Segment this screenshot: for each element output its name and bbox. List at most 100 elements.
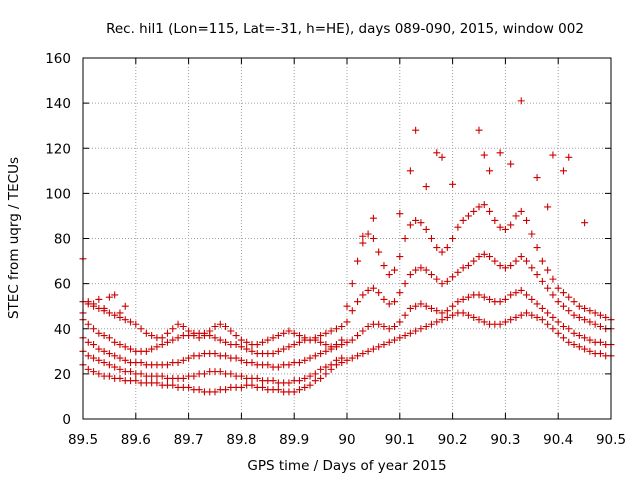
data-point	[538, 316, 546, 324]
data-point	[591, 309, 599, 317]
data-point	[227, 327, 235, 335]
data-point	[528, 311, 536, 319]
data-point	[95, 356, 103, 364]
data-point	[185, 354, 193, 362]
data-point	[174, 359, 182, 367]
data-point	[359, 291, 367, 299]
data-point	[581, 219, 589, 227]
data-point	[512, 257, 520, 265]
data-point	[549, 275, 557, 283]
data-point	[327, 361, 335, 369]
data-point	[391, 322, 399, 330]
data-point	[422, 266, 430, 274]
data-point	[327, 327, 335, 335]
data-point	[322, 370, 330, 378]
data-point	[264, 361, 272, 369]
data-point	[406, 304, 414, 312]
data-point	[427, 304, 435, 312]
data-point	[496, 149, 504, 157]
data-point	[295, 377, 303, 385]
data-point	[195, 386, 203, 394]
data-point	[222, 386, 230, 394]
data-point	[559, 322, 567, 330]
data-point	[470, 313, 478, 321]
data-point	[248, 381, 256, 389]
data-point	[570, 298, 578, 306]
data-point	[185, 327, 193, 335]
data-point	[301, 383, 309, 391]
data-point	[364, 347, 372, 355]
data-point	[523, 216, 531, 224]
data-point	[549, 325, 557, 333]
data-point	[586, 347, 594, 355]
x-tick-label: 89.7	[174, 432, 204, 448]
data-point	[264, 336, 272, 344]
data-point	[84, 338, 92, 346]
data-point	[412, 126, 420, 134]
data-point	[475, 316, 483, 324]
data-point	[554, 298, 562, 306]
data-point	[364, 230, 372, 238]
data-point	[575, 343, 583, 351]
data-point	[575, 313, 583, 321]
data-point	[586, 318, 594, 326]
data-point	[322, 363, 330, 371]
data-point	[544, 203, 552, 211]
data-point	[517, 97, 525, 105]
data-point	[343, 356, 351, 364]
data-point	[322, 347, 330, 355]
x-tick-label: 89.5	[68, 432, 98, 448]
data-point	[559, 289, 567, 297]
data-point	[422, 225, 430, 233]
data-point	[586, 307, 594, 315]
data-point	[385, 300, 393, 308]
data-point	[501, 318, 509, 326]
data-point	[412, 302, 420, 310]
data-point	[549, 151, 557, 159]
data-point	[391, 336, 399, 344]
data-point	[507, 262, 515, 270]
data-point	[412, 266, 420, 274]
data-point	[459, 309, 467, 317]
data-point	[127, 368, 135, 376]
data-point	[422, 302, 430, 310]
data-point	[158, 334, 166, 342]
data-point	[295, 386, 303, 394]
data-point	[311, 370, 319, 378]
data-point	[464, 293, 472, 301]
data-point	[406, 329, 414, 337]
data-point	[406, 271, 414, 279]
data-point	[111, 291, 119, 299]
data-point	[359, 232, 367, 240]
y-tick-labels: 0 20 40 60 80 100 120 140 160	[45, 51, 71, 428]
data-point	[121, 316, 129, 324]
data-point	[158, 372, 166, 380]
y-tick-label: 60	[54, 277, 71, 293]
data-point	[237, 372, 245, 380]
data-point	[216, 320, 224, 328]
series-day90-high	[343, 201, 615, 324]
data-point	[443, 313, 451, 321]
data-point	[237, 356, 245, 364]
data-point	[116, 341, 124, 349]
data-point	[90, 341, 98, 349]
x-tick-label: 90	[338, 432, 355, 448]
data-point	[121, 343, 129, 351]
data-point	[443, 307, 451, 315]
data-point	[100, 304, 108, 312]
data-point	[470, 257, 478, 265]
data-point	[496, 298, 504, 306]
data-point	[533, 313, 541, 321]
data-point	[280, 329, 288, 337]
data-point	[486, 253, 494, 261]
y-tick-label: 40	[54, 322, 71, 338]
data-point	[343, 338, 351, 346]
data-point	[496, 223, 504, 231]
data-point	[480, 318, 488, 326]
data-point	[369, 214, 377, 222]
x-tick-label: 90.3	[490, 432, 520, 448]
data-point	[190, 372, 198, 380]
data-point	[306, 372, 314, 380]
data-point	[105, 334, 113, 342]
